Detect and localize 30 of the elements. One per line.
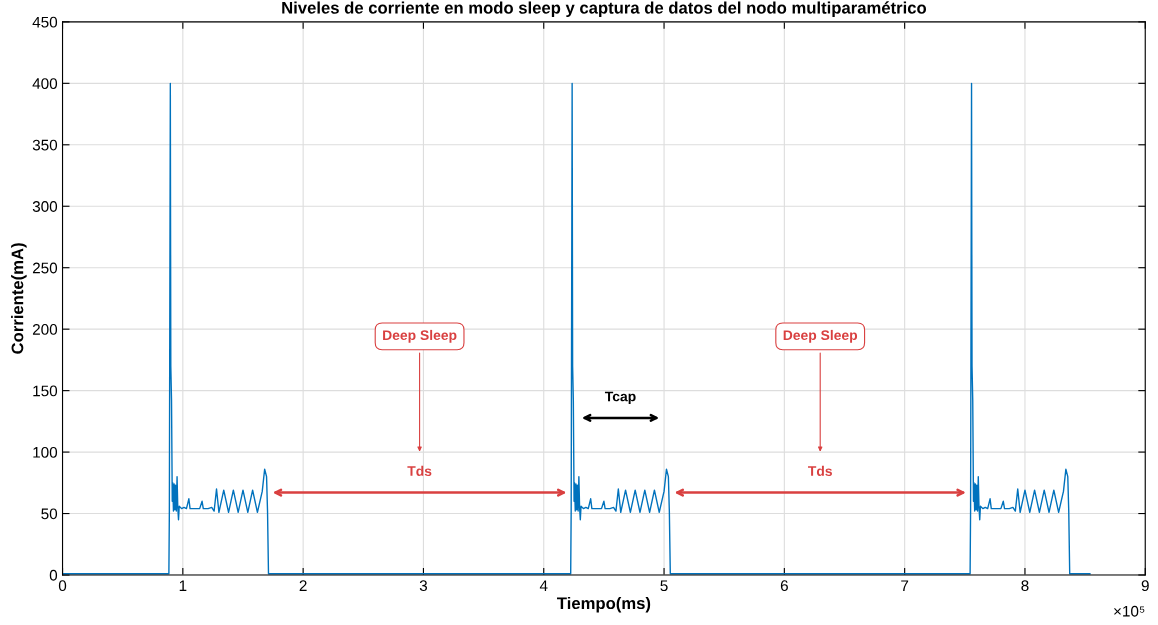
annotation: Tds <box>808 465 832 477</box>
y-tick-label: 450 <box>32 16 58 28</box>
annotation: Deep Sleep <box>383 329 457 343</box>
y-tick-label: 0 <box>49 569 58 581</box>
y-axis-title: Corriente(mA) <box>11 243 27 354</box>
y-tick-label: 250 <box>32 262 58 274</box>
y-tick-label: 300 <box>32 201 58 212</box>
y-tick-label: 150 <box>33 385 58 397</box>
x-tick-label: 6 <box>780 580 788 592</box>
x-tick-label: 3 <box>419 580 428 592</box>
x-tick-label: 9 <box>1141 580 1149 592</box>
x-tick-label: 8 <box>1021 580 1029 592</box>
x-tick-label: 1 <box>179 580 187 591</box>
line-series <box>62 82 1091 575</box>
x-tick-label: 7 <box>901 580 909 591</box>
x-axis-title: Tiempo(ms) <box>557 596 651 613</box>
x-tick-label: 2 <box>299 580 307 591</box>
y-tick-label: 100 <box>33 446 58 458</box>
y-tick-label: 50 <box>41 508 58 520</box>
y-tick-label: 400 <box>32 78 58 90</box>
annotation: Tcap <box>604 391 636 405</box>
y-tick-label: 350 <box>32 139 58 151</box>
text: ×10⁵ <box>1114 605 1145 617</box>
annotation: Deep Sleep <box>783 329 858 343</box>
x-tick-label: 5 <box>660 580 668 592</box>
chart-title: Niveles de corriente en modo sleep y captura de datos del nodo multiparamétrico <box>282 1 927 17</box>
x-tick-label: 4 <box>539 580 548 591</box>
x-tick-label: 0 <box>58 580 67 592</box>
y-tick-label: 200 <box>32 324 58 335</box>
annotation: Tds <box>407 465 432 477</box>
